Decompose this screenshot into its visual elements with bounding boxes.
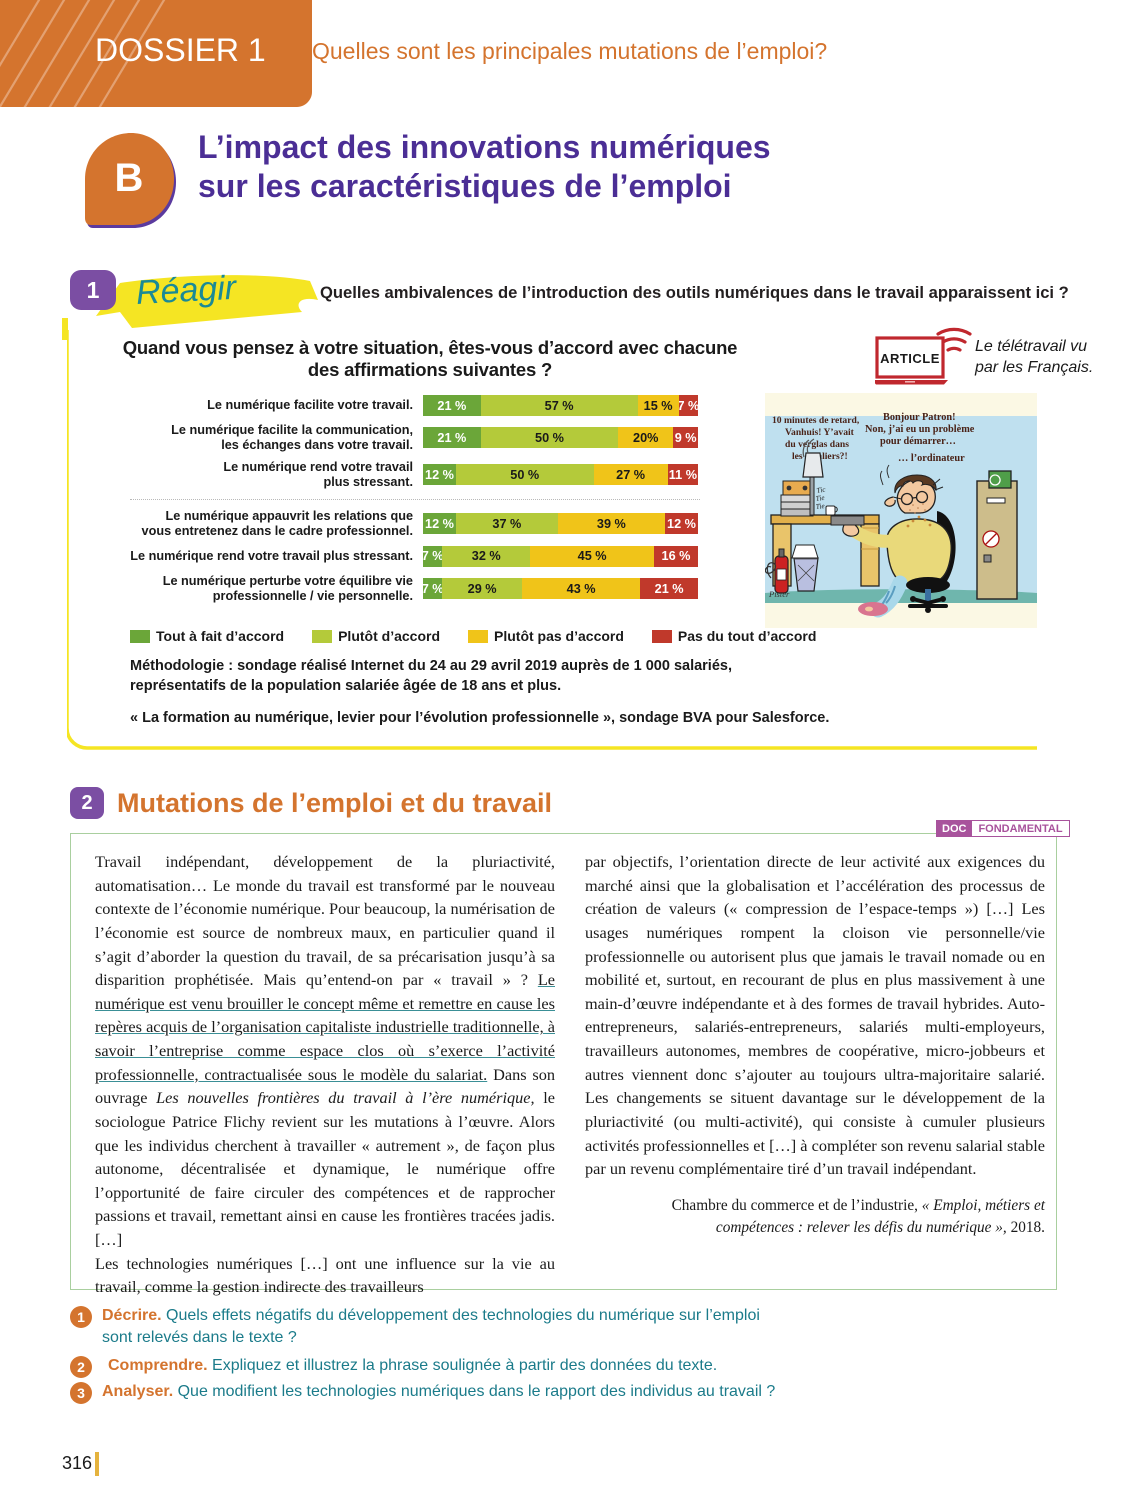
svg-text:pour démarrer…: pour démarrer… — [880, 436, 956, 447]
svg-text:… l’ordinateur: … l’ordinateur — [898, 453, 965, 464]
svg-text:Bonjour Patron!: Bonjour Patron! — [883, 412, 956, 423]
svg-text:Pister: Pister — [768, 589, 790, 599]
svg-text:ARTICLE: ARTICLE — [880, 351, 940, 366]
svg-text:B: B — [115, 156, 144, 200]
svg-text:du verglas dans: du verglas dans — [785, 439, 849, 450]
svg-text:10 minutes de retard,: 10 minutes de retard, — [772, 415, 860, 426]
svg-text:Vanhuis! Y’avait: Vanhuis! Y’avait — [785, 427, 855, 438]
svg-text:Tie: Tie — [815, 501, 826, 511]
svg-text:Non, j’ai eu un problème: Non, j’ai eu un problème — [865, 424, 975, 435]
